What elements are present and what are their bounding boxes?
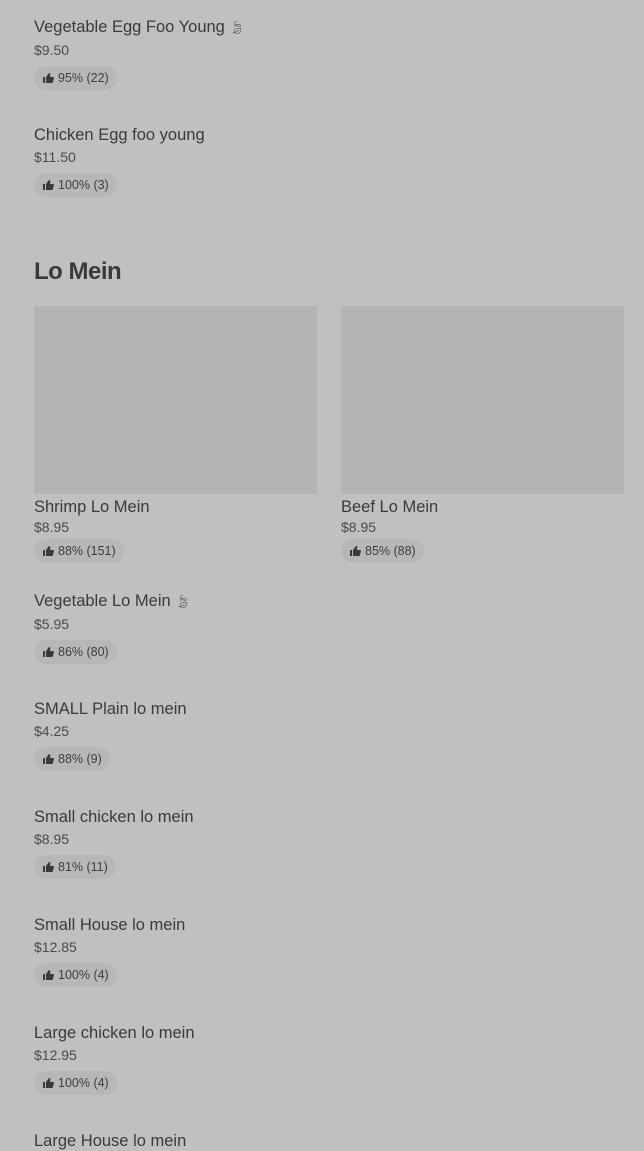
rating-badge: 95% (22) <box>34 66 117 90</box>
thumbs-up-icon <box>43 180 54 190</box>
menu-item[interactable]: Chicken Egg foo young $11.50 100% (3) <box>34 125 205 197</box>
item-price: $11.50 <box>34 149 76 165</box>
item-price: $4.25 <box>34 723 70 739</box>
item-name: Small chicken lo mein <box>34 808 194 826</box>
item-name: Large House lo mein <box>34 1132 187 1150</box>
thumbs-up-icon <box>43 647 54 657</box>
rating-text: 88% (9) <box>58 752 102 766</box>
thumbs-up-icon <box>43 1078 54 1088</box>
item-name: Small House lo mein <box>34 916 186 934</box>
menu-item[interactable]: SMALL Plain lo mein $4.25 88% (9) <box>34 699 187 771</box>
leaf-icon: 🍃︎ <box>174 594 192 609</box>
menu-item[interactable]: Beef Lo Mein $8.95 85% (88) <box>341 306 624 563</box>
item-name: Beef Lo Mein <box>341 498 439 516</box>
rating-text: 85% (88) <box>365 544 416 558</box>
rating-text: 95% (22) <box>58 71 109 85</box>
rating-badge: 85% (88) <box>341 539 424 563</box>
leaf-icon: 🍃︎ <box>228 20 246 35</box>
menu-item[interactable]: Small House lo mein $12.85 100% (4) <box>34 915 185 987</box>
menu-item-image <box>341 306 624 494</box>
rating-text: 100% (4) <box>58 1076 109 1090</box>
thumbs-up-icon <box>43 970 54 980</box>
menu-item-image <box>34 306 317 494</box>
item-price: $9.50 <box>34 42 70 58</box>
rating-badge: 88% (9) <box>34 747 110 771</box>
item-price: $8.95 <box>341 519 377 535</box>
thumbs-up-icon <box>43 73 54 83</box>
thumbs-up-icon <box>350 546 361 556</box>
rating-badge: 100% (4) <box>34 963 117 987</box>
item-price: $8.95 <box>34 831 70 847</box>
rating-badge: 100% (3) <box>34 173 117 197</box>
menu-item[interactable]: Small chicken lo mein $8.95 81% (11) <box>34 807 194 879</box>
menu-item[interactable]: Vegetable Lo Mein 🍃︎ $5.95 86% (80) <box>34 591 191 664</box>
rating-badge: 86% (80) <box>34 640 117 664</box>
rating-badge: 81% (11) <box>34 855 116 879</box>
item-name: Large chicken lo mein <box>34 1024 195 1042</box>
rating-text: 86% (80) <box>58 645 109 659</box>
item-price: $12.95 <box>34 1047 77 1063</box>
menu-item[interactable]: Large House lo mein <box>34 1131 186 1151</box>
thumbs-up-icon <box>43 862 54 872</box>
menu-item[interactable]: Shrimp Lo Mein $8.95 88% (151) <box>34 306 317 563</box>
rating-text: 81% (11) <box>58 860 108 874</box>
item-price: $5.95 <box>34 616 70 632</box>
section-title: Lo Mein <box>34 258 122 285</box>
item-name: SMALL Plain lo mein <box>34 700 187 718</box>
item-name: Vegetable Egg Foo Young <box>34 18 225 36</box>
item-price: $8.95 <box>34 519 70 535</box>
menu-item[interactable]: Vegetable Egg Foo Young 🍃︎ $9.50 95% (22) <box>34 17 245 90</box>
rating-text: 100% (3) <box>58 178 109 192</box>
rating-text: 100% (4) <box>58 968 109 982</box>
rating-badge: 100% (4) <box>34 1071 117 1095</box>
thumbs-up-icon <box>43 754 54 764</box>
item-name: Shrimp Lo Mein <box>34 498 150 516</box>
thumbs-up-icon <box>43 546 54 556</box>
item-price: $12.85 <box>34 939 77 955</box>
rating-badge: 88% (151) <box>34 539 124 563</box>
menu-item[interactable]: Large chicken lo mein $12.95 100% (4) <box>34 1023 195 1095</box>
rating-text: 88% (151) <box>58 544 116 558</box>
item-name: Chicken Egg foo young <box>34 126 205 144</box>
item-name: Vegetable Lo Mein <box>34 592 171 610</box>
